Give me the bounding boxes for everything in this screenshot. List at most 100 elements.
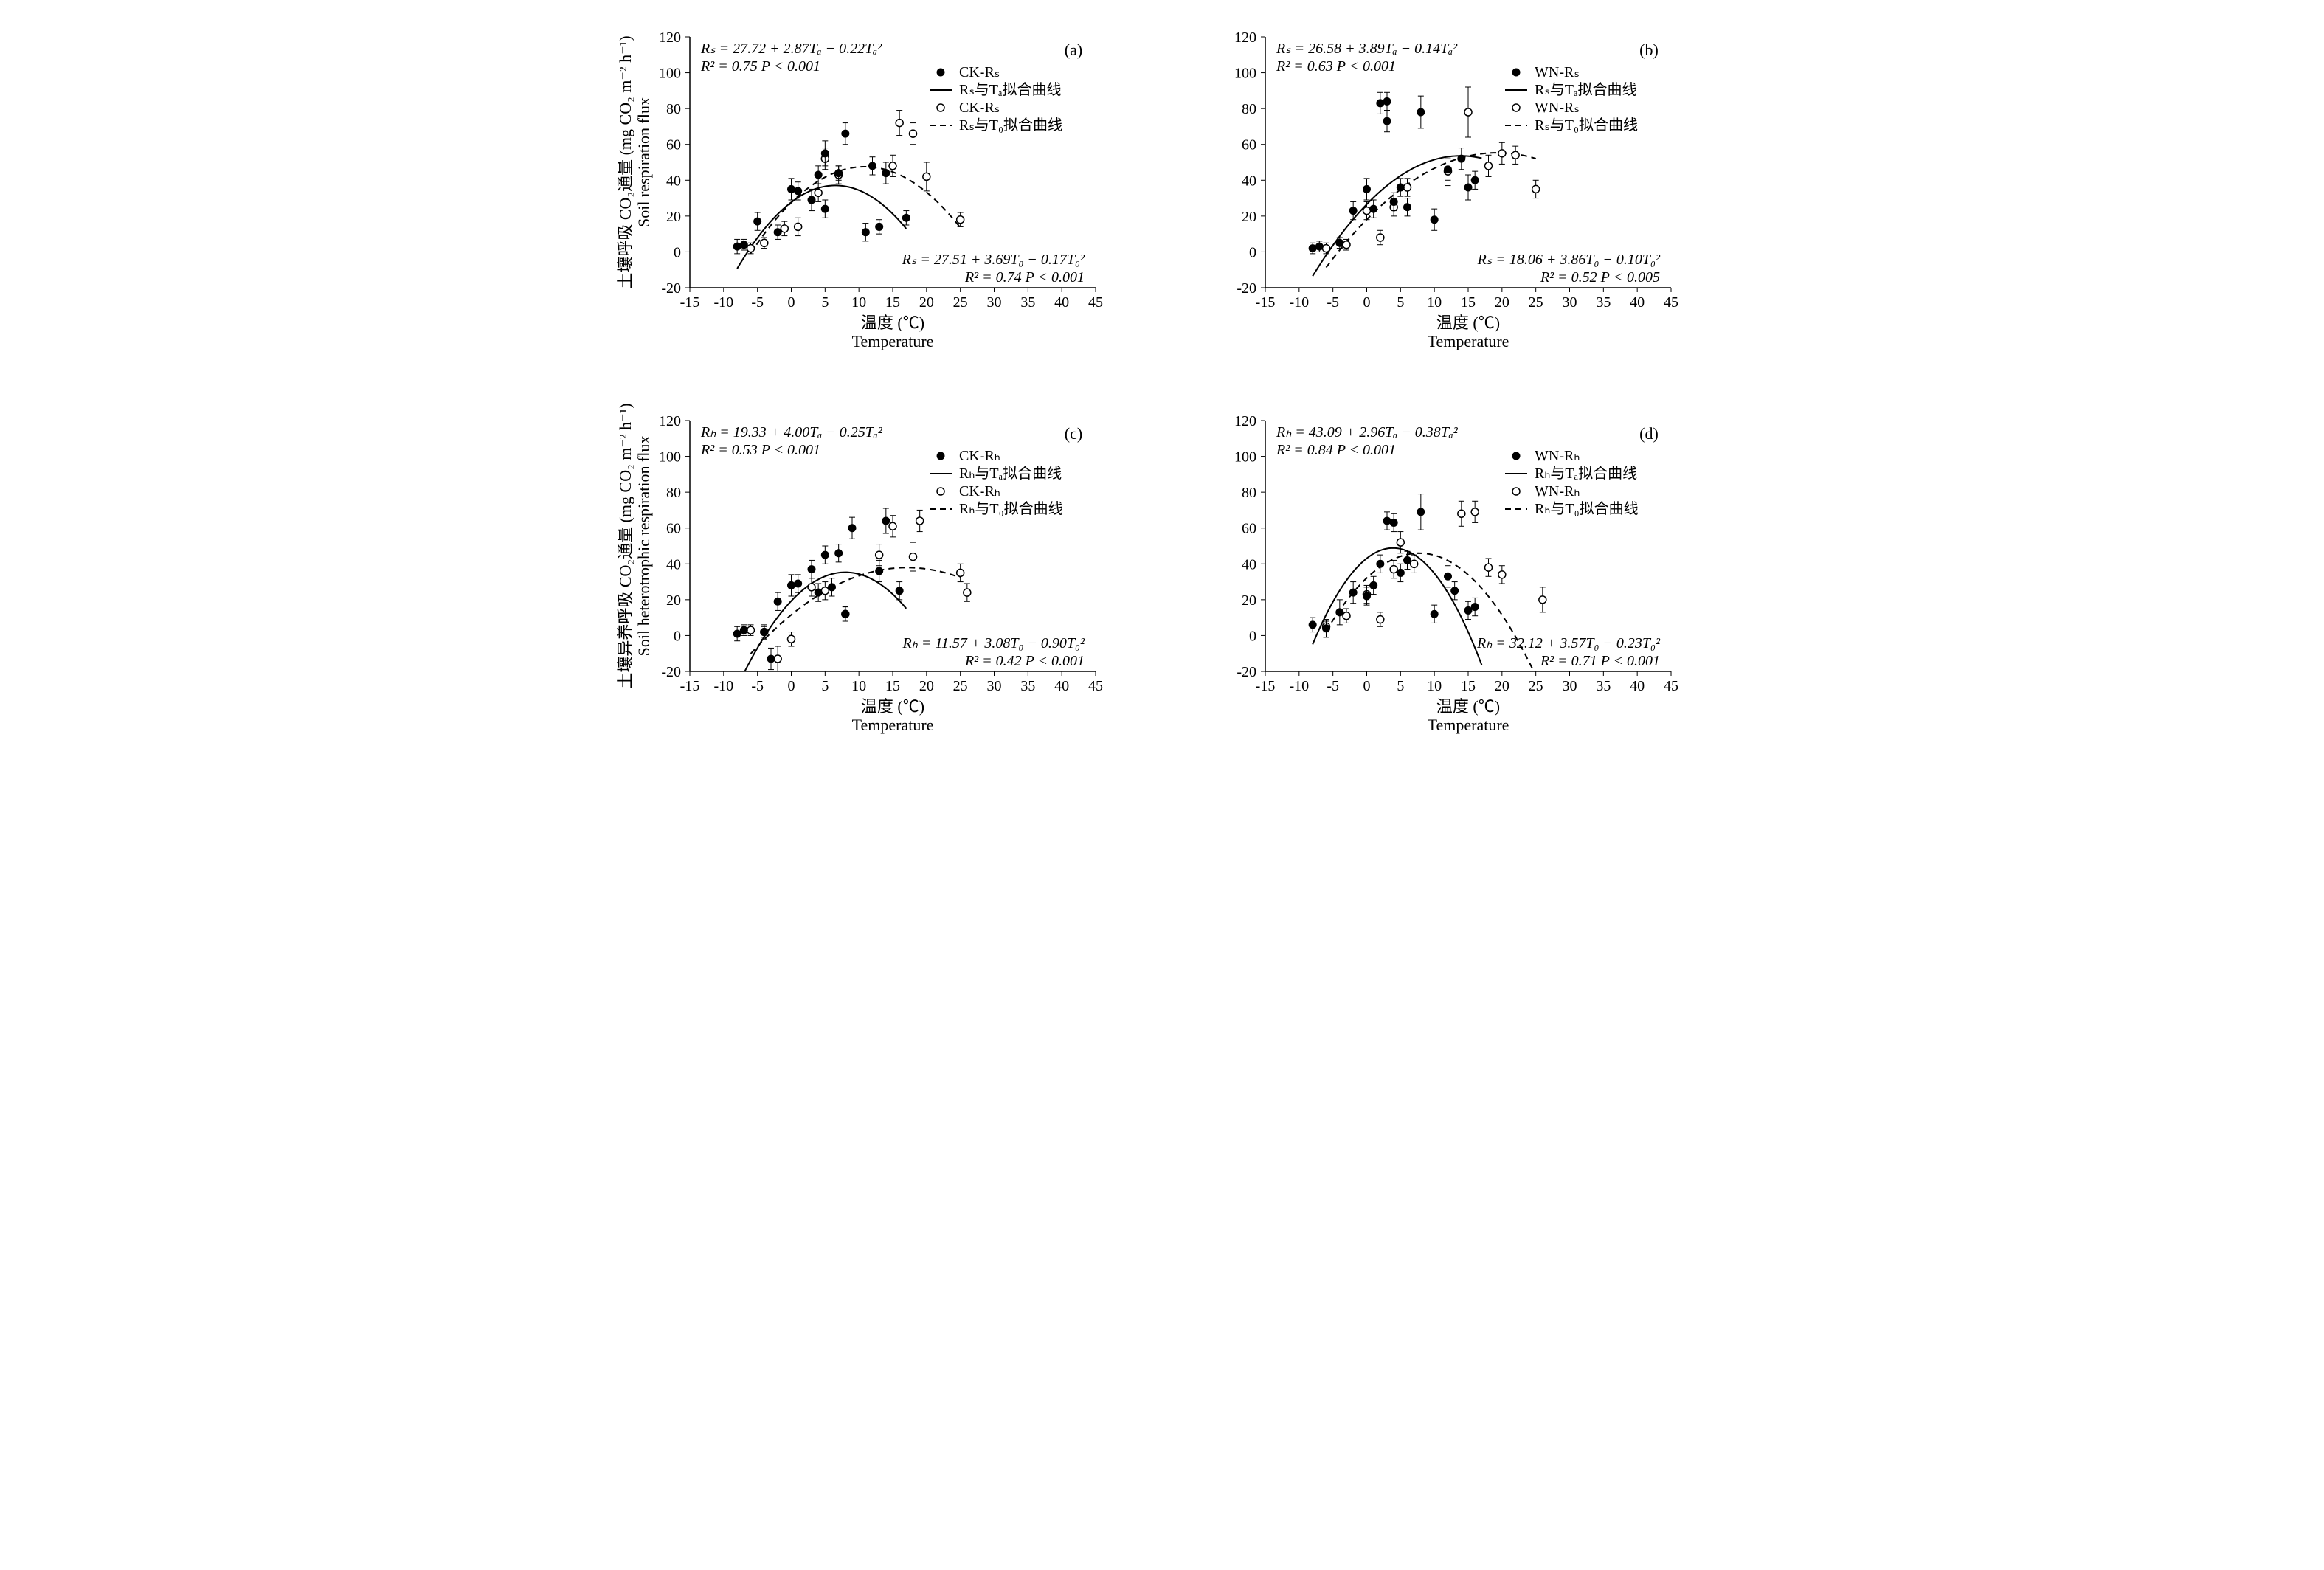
data-point xyxy=(1411,560,1418,567)
data-point xyxy=(876,223,883,230)
ytick-label: 100 xyxy=(659,449,681,466)
data-point xyxy=(795,580,802,587)
eq-top: Rₕ = 43.09 + 2.96Tₐ − 0.38Tₐ² xyxy=(1276,424,1459,440)
data-point xyxy=(1417,508,1425,516)
ytick-label: -20 xyxy=(1237,664,1256,680)
xlabel-cn: 温度 (℃) xyxy=(861,697,924,716)
data-point xyxy=(1370,581,1377,589)
xtick-label: 10 xyxy=(1427,294,1442,311)
ytick-label: 120 xyxy=(659,413,681,429)
data-point xyxy=(910,130,917,137)
ytick-label: 60 xyxy=(1242,521,1256,537)
xtick-label: 30 xyxy=(1563,678,1577,694)
data-point xyxy=(1431,216,1438,224)
data-point xyxy=(1404,204,1411,211)
data-point xyxy=(774,229,781,236)
xtick-label: 40 xyxy=(1630,678,1645,694)
data-point xyxy=(1363,207,1371,215)
data-point xyxy=(848,525,856,532)
data-point xyxy=(747,626,755,634)
data-point xyxy=(821,587,829,595)
data-point xyxy=(889,522,896,530)
data-point xyxy=(1451,587,1459,595)
data-point xyxy=(923,173,930,180)
panel-c: -15-10-5051015202530354045-2002040608010… xyxy=(609,398,1140,753)
xtick-label: -15 xyxy=(1256,294,1276,311)
data-point xyxy=(829,584,836,591)
data-point xyxy=(1471,604,1479,611)
legend-item: Rₕ与T₀拟合曲线 xyxy=(1535,500,1639,517)
data-point xyxy=(1377,234,1384,241)
xtick-label: 35 xyxy=(1020,678,1035,694)
panel-wrapper-c: -15-10-5051015202530354045-2002040608010… xyxy=(609,398,1140,753)
fit2-curve xyxy=(1327,153,1536,267)
xlabel-en: Temperature xyxy=(852,332,934,350)
xtick-label: 15 xyxy=(1461,294,1476,311)
xtick-label: -10 xyxy=(1289,678,1309,694)
xtick-label: -10 xyxy=(1289,294,1309,311)
data-point xyxy=(821,551,829,559)
data-point xyxy=(1404,184,1411,191)
xtick-label: 20 xyxy=(919,678,934,694)
xtick-label: 0 xyxy=(1363,678,1371,694)
ytick-label: 0 xyxy=(1249,628,1256,644)
data-point xyxy=(1383,97,1391,105)
data-point xyxy=(1498,150,1506,157)
eq-bot: Rₕ = 11.57 + 3.08T₀ − 0.90T₀² xyxy=(902,635,1085,651)
data-point xyxy=(1404,556,1411,564)
data-point xyxy=(774,655,781,663)
legend-item: WN-Rₕ xyxy=(1535,483,1580,499)
xlabel-cn: 温度 (℃) xyxy=(1436,314,1500,332)
data-point xyxy=(1464,108,1472,116)
panel-a: -15-10-5051015202530354045-2002040608010… xyxy=(609,15,1140,369)
data-point xyxy=(882,170,890,177)
data-point xyxy=(1471,176,1479,184)
data-point xyxy=(964,589,971,596)
data-point xyxy=(733,630,741,637)
r2-bot: R² = 0.42 P < 0.001 xyxy=(964,653,1085,669)
eq-top: Rₛ = 26.58 + 3.89Tₐ − 0.14Tₐ² xyxy=(1276,41,1458,57)
data-point xyxy=(1309,245,1316,252)
panel-label: (a) xyxy=(1065,41,1082,59)
panel-d: -15-10-5051015202530354045-2002040608010… xyxy=(1184,398,1715,753)
xtick-label: 45 xyxy=(1664,678,1678,694)
xtick-label: 20 xyxy=(919,294,934,311)
data-point xyxy=(1390,566,1397,573)
legend-item: Rₕ与Tₐ拟合曲线 xyxy=(959,465,1062,482)
data-point xyxy=(1349,589,1357,596)
data-point xyxy=(1390,519,1397,526)
data-point xyxy=(821,150,829,157)
eq-bot: Rₛ = 27.51 + 3.69T₀ − 0.17T₀² xyxy=(902,252,1085,268)
xtick-label: 25 xyxy=(953,678,968,694)
xtick-label: 20 xyxy=(1495,294,1509,311)
ylabel-en: Soil respiration flux xyxy=(634,97,653,227)
xtick-label: 35 xyxy=(1596,678,1611,694)
data-point xyxy=(808,584,815,591)
data-point xyxy=(1349,207,1357,215)
r2-top: R² = 0.63 P < 0.001 xyxy=(1276,58,1396,75)
legend-item: WN-Rₛ xyxy=(1535,100,1580,116)
xtick-label: 25 xyxy=(953,294,968,311)
xtick-label: 30 xyxy=(987,678,1002,694)
data-point xyxy=(821,205,829,212)
data-point xyxy=(795,187,802,195)
data-point xyxy=(1397,184,1404,191)
r2-bot: R² = 0.71 P < 0.001 xyxy=(1540,653,1660,669)
legend-item: CK-Rₕ xyxy=(959,483,1000,499)
data-point xyxy=(740,241,747,249)
data-point xyxy=(795,223,802,230)
eq-top: Rₛ = 27.72 + 2.87Tₐ − 0.22Tₐ² xyxy=(700,41,882,57)
legend-item: Rₛ与Tₐ拟合曲线 xyxy=(959,81,1062,98)
ylabel-cn: 土壤呼吸 CO₂通量 (mg CO₂ m⁻² h⁻¹) xyxy=(616,35,634,288)
xtick-label: 30 xyxy=(1563,294,1577,311)
ytick-label: -20 xyxy=(1237,280,1256,297)
ytick-label: 40 xyxy=(1242,173,1256,189)
ytick-label: 20 xyxy=(1242,209,1256,225)
legend-item: WN-Rₛ xyxy=(1535,64,1580,80)
xtick-label: 0 xyxy=(788,294,795,311)
xtick-label: 40 xyxy=(1054,678,1069,694)
data-point xyxy=(761,239,768,246)
panel-wrapper-b: -15-10-5051015202530354045-2002040608010… xyxy=(1184,15,1715,369)
data-point xyxy=(788,635,795,643)
xtick-label: -5 xyxy=(751,294,764,311)
